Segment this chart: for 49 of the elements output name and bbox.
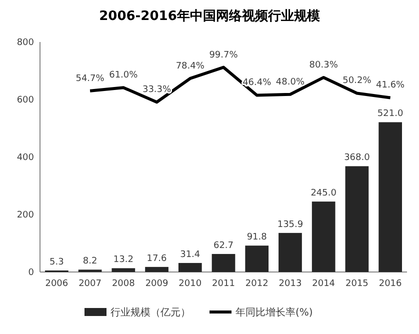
- data-label: 50.2%: [342, 76, 372, 86]
- x-tick-label: 2007: [78, 279, 102, 289]
- data-label: 54.7%: [76, 74, 105, 84]
- legend-label: 行业规模（亿元）: [110, 306, 190, 318]
- data-label: 41.6%: [376, 80, 406, 91]
- bar: [112, 268, 136, 272]
- data-label: 78.4%: [176, 61, 205, 72]
- x-tick-label: 2008: [112, 279, 136, 289]
- bar: [245, 246, 269, 272]
- bar: [312, 202, 336, 272]
- bar: [345, 166, 369, 272]
- bar: [145, 266, 168, 272]
- data-label: 13.2: [113, 255, 134, 266]
- data-label: 99.7%: [209, 50, 238, 60]
- x-tick-label: 2016: [378, 279, 402, 289]
- legend-label: 年同比增长率(%): [236, 306, 313, 318]
- y-tick-label: 600: [16, 96, 34, 106]
- x-tick-label: 2010: [178, 279, 202, 289]
- data-label: 33.3%: [142, 85, 172, 96]
- bar: [212, 254, 236, 272]
- x-tick-label: 2006: [45, 279, 68, 289]
- data-label: 17.6: [146, 254, 168, 264]
- bar: [178, 262, 202, 272]
- data-label: 80.3%: [309, 60, 338, 70]
- data-label: 5.3: [50, 257, 64, 268]
- y-tick-label: 800: [16, 38, 34, 48]
- x-tick-label: 2013: [278, 279, 302, 289]
- x-tick-label: 2014: [312, 279, 336, 289]
- data-label: 368.0: [344, 153, 370, 164]
- data-label: 91.8: [246, 232, 268, 243]
- data-label: 48.0%: [276, 77, 305, 88]
- data-label: 8.2: [82, 256, 98, 267]
- data-label: 245.0: [310, 188, 337, 199]
- x-tick-label: 2009: [145, 279, 168, 289]
- chart-title: 2006-2016年中国网络视频行业规模: [99, 8, 320, 24]
- x-tick-label: 2015: [346, 279, 368, 289]
- data-label: 31.4: [180, 250, 200, 260]
- x-tick-label: 2012: [245, 279, 268, 289]
- x-tick-label: 2011: [212, 279, 235, 289]
- y-tick-label: 0: [28, 268, 34, 278]
- data-label: 46.4%: [242, 78, 272, 88]
- y-tick-label: 200: [16, 210, 34, 221]
- data-label: 61.0%: [109, 70, 138, 81]
- data-label: 62.7: [213, 240, 234, 251]
- bar: [378, 122, 402, 272]
- y-tick-label: 400: [16, 153, 34, 164]
- data-label: 135.9: [277, 220, 304, 230]
- data-label: 521.0: [377, 109, 404, 120]
- bar: [278, 232, 302, 272]
